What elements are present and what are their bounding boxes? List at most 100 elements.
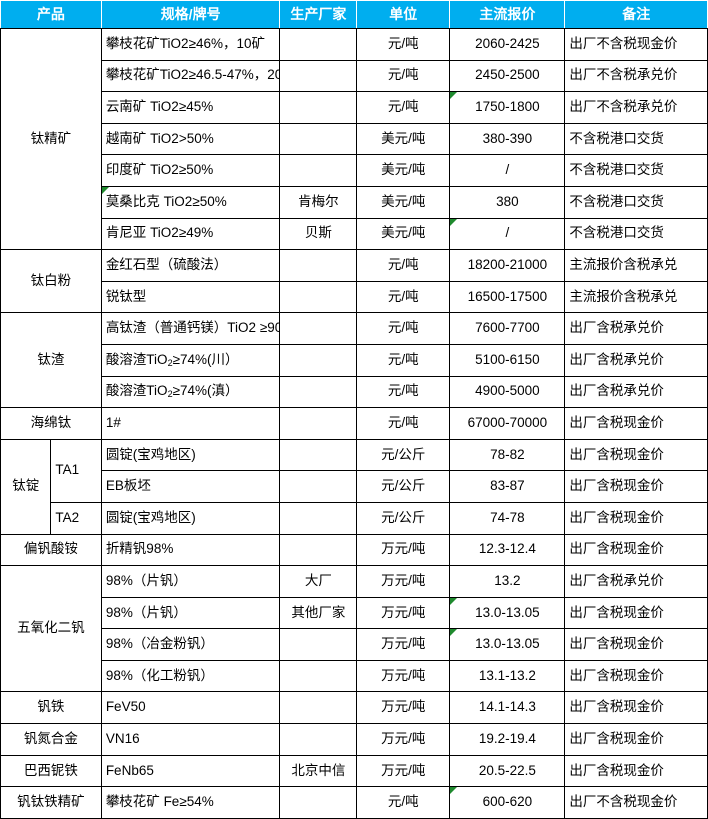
cell-spec: 攀枝花矿 Fe≥54% bbox=[100, 786, 281, 819]
cell-manufacturer: 贝斯 bbox=[279, 217, 358, 251]
cell-manufacturer bbox=[279, 533, 358, 567]
column-header-spec: 规格/牌号 bbox=[100, 0, 281, 29]
cell-price: 4900-5000 bbox=[449, 375, 566, 409]
cell-note: 出厂含税现金价 bbox=[564, 407, 708, 440]
table-row: 钒钛铁精矿 攀枝花矿 Fe≥54% 元/吨 600-620 出厂不含税现金价 bbox=[0, 786, 708, 819]
table-row: 酸溶渣TiO2≥74%(滇） 元/吨 4900-5000 出厂含税承兑价 bbox=[1, 375, 708, 409]
cell-price: 13.0-13.05 bbox=[449, 628, 566, 661]
cell-product: 海绵钛 bbox=[0, 407, 102, 440]
column-header-maker: 生产厂家 bbox=[279, 0, 358, 29]
cell-price: 2450-2500 bbox=[449, 59, 566, 93]
table-row: 攀枝花矿TiO2≥46.5-47%，20矿 元/吨 2450-2500 出厂不含税承兑… bbox=[1, 59, 708, 93]
table-row: 钒氮合金 VN16 万元/吨 19.2-19.4 出厂含税现金价 bbox=[0, 723, 708, 756]
column-header-product: 产品 bbox=[0, 0, 102, 29]
cell-note: 出厂含税承兑价 bbox=[564, 343, 708, 377]
column-header-price: 主流报价 bbox=[449, 0, 566, 29]
table-row: 钛锭 TA1 圆锭(宝鸡地区) 元/公斤 78-82 出厂含税现金价 bbox=[0, 438, 708, 535]
cell-manufacturer bbox=[279, 91, 358, 124]
cell-unit: 万元/吨 bbox=[356, 533, 451, 567]
table-row: 莫桑比克 TiO2≥50% 肯梅尔 美元/吨 380 不含税港口交货 bbox=[1, 185, 708, 219]
table-header: 产品 规格/牌号 生产厂家 单位 主流报价 备注 bbox=[0, 0, 708, 29]
cell-note: 出厂不含税承兑价 bbox=[564, 91, 708, 124]
cell-note: 出厂含税现金价 bbox=[564, 501, 708, 535]
cell-manufacturer bbox=[279, 786, 358, 819]
cell-spec: 1# bbox=[100, 407, 281, 440]
table-row: 偏钒酸铵 折精钒98% 万元/吨 12.3-12.4 出厂含税现金价 bbox=[0, 533, 708, 567]
cell-spec: 金红石型（硫酸法） bbox=[100, 249, 281, 282]
column-header-unit: 单位 bbox=[356, 0, 451, 29]
cell-product: 巴西铌铁 bbox=[0, 754, 102, 788]
cell-price: 67000-70000 bbox=[449, 407, 566, 440]
cell-note: 出厂含税现金价 bbox=[564, 754, 708, 788]
cell-product: 钛白粉 bbox=[0, 249, 102, 314]
table-row: 海绵钛 1# 元/吨 67000-70000 出厂含税现金价 bbox=[0, 407, 708, 440]
cell-spec: 越南矿 TiO2>50% bbox=[100, 122, 281, 156]
cell-unit: 元/吨 bbox=[356, 91, 451, 124]
cell-note: 出厂含税承兑价 bbox=[564, 375, 708, 409]
cell-spec: 圆锭(宝鸡地区) bbox=[100, 501, 281, 535]
cell-manufacturer bbox=[279, 249, 358, 282]
cell-note: 出厂含税现金价 bbox=[564, 628, 708, 661]
table-row: 钛渣 高钛渣（普通钙镁）TiO2 ≥90% 元/吨 7600-7700 出厂含税承兑价 bbox=[0, 312, 708, 409]
cell-spec: 锐钛型 bbox=[100, 280, 281, 314]
cell-unit: 美元/吨 bbox=[356, 154, 451, 187]
cell-product: 偏钒酸铵 bbox=[0, 533, 102, 567]
table-header-row: 产品 规格/牌号 生产厂家 单位 主流报价 备注 bbox=[0, 0, 708, 29]
cell-spec: 肯尼亚 TiO2≥49% bbox=[100, 217, 281, 251]
cell-unit: 元/吨 bbox=[356, 249, 451, 282]
cell-spec: 折精钒98% bbox=[100, 533, 281, 567]
table-row: 钛白粉 金红石型（硫酸法） 元/吨 18200-21000 主流报价含税承兑 bbox=[0, 249, 708, 314]
cell-product: 五氧化二钒 bbox=[0, 565, 102, 693]
table-row: 越南矿 TiO2>50% 美元/吨 380-390 不含税港口交货 bbox=[1, 122, 708, 156]
cell-price: 74-78 bbox=[449, 501, 566, 535]
cell-unit: 美元/吨 bbox=[356, 217, 451, 251]
cell-manufacturer bbox=[279, 407, 358, 440]
cell-spec: 攀枝花矿TiO2≥46.5-47%，20矿 bbox=[100, 59, 281, 93]
table-row: 98%（化工粉钒） 万元/吨 13.1-13.2 出厂含税现金价 bbox=[1, 659, 708, 693]
table-row: 钒铁 FeV50 万元/吨 14.1-14.3 出厂含税现金价 bbox=[0, 691, 708, 725]
cell-manufacturer: 大厂 bbox=[279, 565, 358, 598]
table-row: 钛精矿 攀枝花矿TiO2≥46%，10矿 元/吨 2060-2425 出厂不含税现金价 bbox=[0, 27, 708, 251]
cell-manufacturer bbox=[279, 343, 358, 377]
cell-manufacturer bbox=[279, 59, 358, 93]
cell-manufacturer bbox=[279, 438, 358, 472]
cell-unit: 万元/吨 bbox=[356, 659, 451, 693]
cell-price: 380-390 bbox=[449, 122, 566, 156]
cell-spec: 酸溶渣TiO2≥74%(滇） bbox=[100, 375, 281, 409]
cell-unit: 元/吨 bbox=[356, 375, 451, 409]
cell-note: 主流报价含税承兑 bbox=[564, 249, 708, 282]
cell-note: 出厂不含税现金价 bbox=[564, 786, 708, 819]
column-header-note: 备注 bbox=[564, 0, 708, 29]
cell-note: 不含税港口交货 bbox=[564, 122, 708, 156]
cell-manufacturer bbox=[279, 154, 358, 187]
cell-price: 19.2-19.4 bbox=[449, 723, 566, 756]
cell-manufacturer bbox=[279, 501, 358, 535]
cell-price: 12.3-12.4 bbox=[449, 533, 566, 567]
table-row: 巴西铌铁 FeNb65 北京中信 万元/吨 20.5-22.5 出厂含税现金价 bbox=[0, 754, 708, 788]
cell-note: 出厂含税承兑价 bbox=[564, 312, 708, 345]
table-row: EB板坯 元/公斤 83-87 出厂含税现金价 bbox=[1, 470, 708, 503]
cell-unit: 万元/吨 bbox=[356, 754, 451, 788]
table-row: 印度矿 TiO2≥50% 美元/吨 / 不含税港口交货 bbox=[1, 154, 708, 187]
cell-note: 出厂含税现金价 bbox=[564, 659, 708, 693]
cell-manufacturer bbox=[279, 470, 358, 503]
cell-unit: 元/吨 bbox=[356, 407, 451, 440]
cell-spec: 酸溶渣TiO2≥74%(川） bbox=[100, 343, 281, 377]
cell-product: 钛锭 bbox=[0, 438, 52, 535]
cell-unit: 元/吨 bbox=[356, 280, 451, 314]
cell-price: 16500-17500 bbox=[449, 280, 566, 314]
cell-price: 13.1-13.2 bbox=[449, 659, 566, 693]
cell-unit: 万元/吨 bbox=[356, 691, 451, 725]
cell-note: 出厂含税现金价 bbox=[564, 691, 708, 725]
table-row: 酸溶渣TiO2≥74%(川） 元/吨 5100-6150 出厂含税承兑价 bbox=[1, 343, 708, 377]
cell-product: 钒铁 bbox=[0, 691, 102, 725]
cell-price: 14.1-14.3 bbox=[449, 691, 566, 725]
cell-note: 出厂不含税现金价 bbox=[564, 28, 708, 61]
cell-manufacturer bbox=[279, 723, 358, 756]
table-row: 五氧化二钒 98%（片钒） 大厂 万元/吨 13.2 出厂含税承兑价 bbox=[0, 565, 708, 693]
cell-note: 不含税港口交货 bbox=[564, 154, 708, 187]
cell-price: 2060-2425 bbox=[449, 28, 566, 61]
cell-spec: 攀枝花矿TiO2≥46%，10矿 bbox=[100, 28, 281, 61]
cell-price: 20.5-22.5 bbox=[449, 754, 566, 788]
